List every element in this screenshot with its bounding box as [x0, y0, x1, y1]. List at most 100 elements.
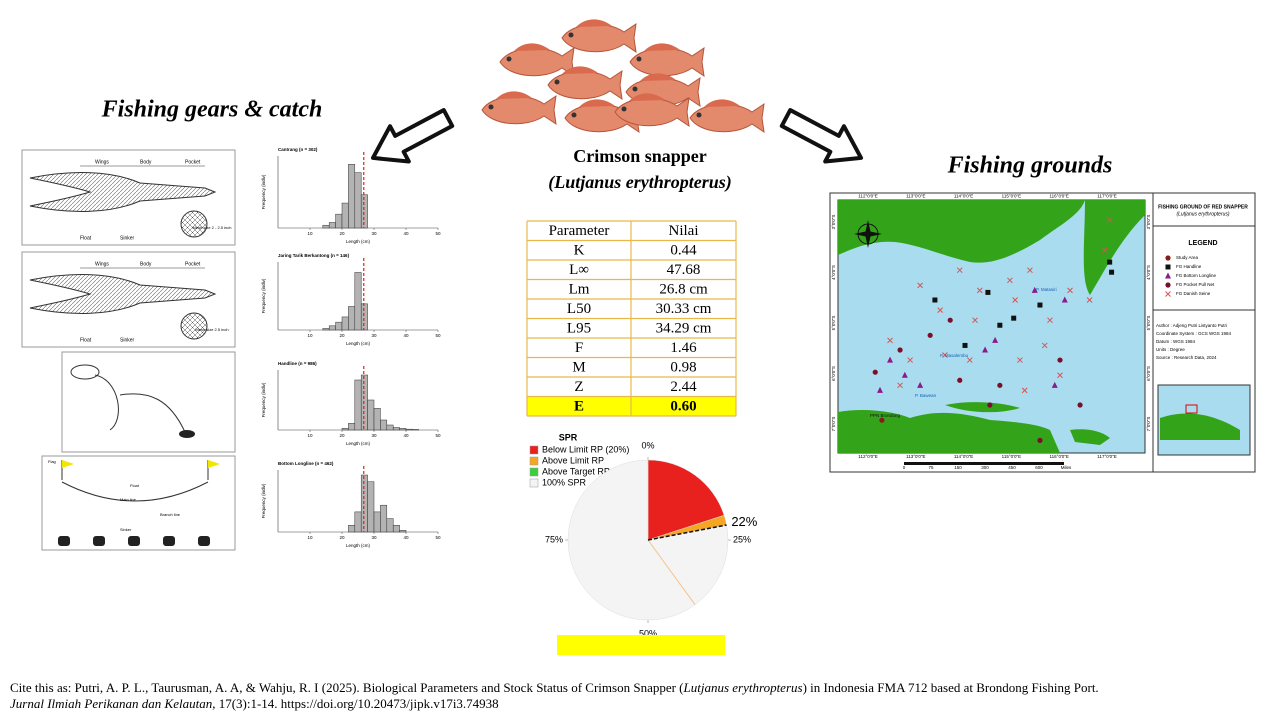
hist-bar — [392, 427, 400, 431]
map-info: Author : Adjeng Putri Listyanto Putri — [1156, 323, 1227, 328]
citation-line-2: Jurnal Ilmiah Perikanan dan Kelautan, 17… — [10, 696, 499, 711]
table-cell: 2.44 — [670, 379, 697, 395]
table-cell: L95 — [567, 321, 591, 337]
histograms: Cantrang (n = 302) Length (cm) Frequency (… — [261, 147, 441, 548]
scale-label: 150 — [954, 465, 962, 470]
map-point — [901, 371, 908, 378]
map-point — [1057, 372, 1063, 379]
map-point — [887, 356, 894, 363]
hist-bar — [328, 325, 336, 331]
lon-label: 114°0'0"E — [954, 454, 973, 459]
x-tick-label: 30 — [371, 535, 377, 540]
scale-bar — [904, 462, 1064, 465]
hist-bar — [373, 408, 381, 431]
legend-label: Above Limit RP — [542, 455, 604, 465]
map-point — [917, 381, 924, 388]
x-tick-label: 30 — [371, 231, 377, 236]
pie-tick-label: 75% — [545, 534, 563, 544]
x-tick-label: 30 — [371, 333, 377, 338]
table-cell: 47.68 — [667, 262, 701, 278]
hist-bar — [412, 429, 420, 431]
map-point — [1037, 302, 1043, 308]
map-point — [872, 369, 878, 375]
map-point — [1021, 387, 1028, 394]
y-label: Frequency (indiv) — [261, 278, 266, 313]
hist-bar — [322, 328, 330, 331]
table-cell: E — [574, 399, 584, 415]
target-line — [647, 539, 696, 606]
map-point — [1165, 264, 1171, 270]
map-point — [1102, 247, 1108, 253]
map-point — [942, 352, 948, 358]
fish-school — [481, 18, 765, 133]
hist-bar — [328, 222, 336, 229]
x-tick-label: 20 — [339, 231, 345, 236]
hist-title: Handline (n = 986) — [278, 361, 317, 366]
hist-bar — [367, 399, 375, 431]
citation-journal: Jurnal Ilmiah Perikanan dan Kelautan, — [10, 696, 215, 711]
gear-label: Body — [140, 159, 152, 165]
legend-label: Above Target RP (40%) — [542, 466, 636, 476]
compass — [854, 220, 882, 248]
map-land — [838, 200, 1145, 453]
map-point — [1057, 357, 1063, 363]
table-cell: 0.44 — [670, 243, 697, 259]
hist-bar — [348, 423, 356, 431]
lon-label: 112°0'0"E — [858, 194, 877, 199]
table-cell: L∞ — [569, 262, 589, 278]
map-point — [1086, 297, 1093, 303]
map-point — [985, 289, 991, 295]
x-tick-label: 50 — [435, 333, 441, 338]
lon-label: 114°0'0"E — [954, 194, 973, 199]
gear-panel-2: Wings Body Pocket Float Sinker Mesh size 2.5 … — [21, 251, 236, 348]
map-title: FISHING GROUND OF RED SNAPPER — [1158, 204, 1248, 210]
marker-line — [647, 524, 727, 541]
legend-label: 100% SPR — [542, 477, 587, 487]
map-layer: Study Area FG Handline FG Bottom Longline F… — [831, 194, 1255, 470]
map-point — [976, 287, 983, 294]
map-point — [1047, 317, 1053, 324]
map-info: Units : Degree — [1156, 347, 1185, 352]
pie-layer: Below Limit RP (20%)Above Limit RPAbove … — [529, 432, 758, 653]
lon-label: 115°0'0"E — [1002, 194, 1021, 199]
map-point — [956, 267, 963, 274]
citation-line-1: Cite this as: Putri, A. P. L., Taurusman… — [10, 680, 1099, 695]
citation-text: ) in Indonesia FMA 712 based at Brondong… — [803, 680, 1099, 695]
marker-label: 22% — [731, 514, 757, 529]
lat-label: 4°0'0"S — [1146, 265, 1151, 280]
lat-label: 5°0'0"S — [831, 316, 836, 331]
hist-bar — [405, 428, 413, 431]
map-point — [1007, 277, 1013, 284]
pie-slice — [647, 459, 725, 541]
hist-title: Jaring Tarik Berkantong (n = 146) — [278, 253, 350, 258]
species-latin: (Lutjanus erythropterus) — [548, 172, 732, 193]
lon-label: 116°0'0"E — [1049, 194, 1068, 199]
citation-text: 17(3):1-14. https://doi.org/10.20473/jip… — [215, 696, 498, 711]
gear-label: Flag — [48, 459, 56, 464]
gear-panel-3 — [61, 351, 236, 453]
map-point — [982, 346, 989, 353]
map-point — [1165, 272, 1171, 279]
place-label: P. Bawean — [915, 393, 937, 398]
map-info: Coordinate System : GCS WGS 1984 — [1156, 331, 1232, 336]
table-cell: 0.98 — [670, 360, 696, 376]
map-legend-label: Study Area — [1176, 255, 1199, 260]
lon-label: 117°0'0"E — [1097, 454, 1116, 459]
x-tick-label: 40 — [403, 231, 409, 236]
place-label: PPN Brondong — [870, 413, 901, 418]
hist-bar — [341, 428, 349, 431]
map-point — [1031, 286, 1038, 293]
species-name: Crimson snapper — [573, 146, 707, 166]
map-point — [1017, 357, 1023, 363]
scale-label: 600 — [1035, 465, 1043, 470]
legend-label: Below Limit RP (20%) — [542, 444, 629, 454]
x-tick-label: 20 — [339, 333, 345, 338]
map-point — [962, 342, 968, 348]
lat-label: 3°0'0"S — [831, 215, 836, 230]
gear-label: Float — [80, 337, 92, 343]
gear-label: Sinker — [120, 235, 135, 241]
table-cell: 1.46 — [670, 340, 697, 356]
gear-label: Sinker — [120, 337, 135, 343]
map-legend-label: FG Bottom Longline — [1176, 273, 1217, 278]
